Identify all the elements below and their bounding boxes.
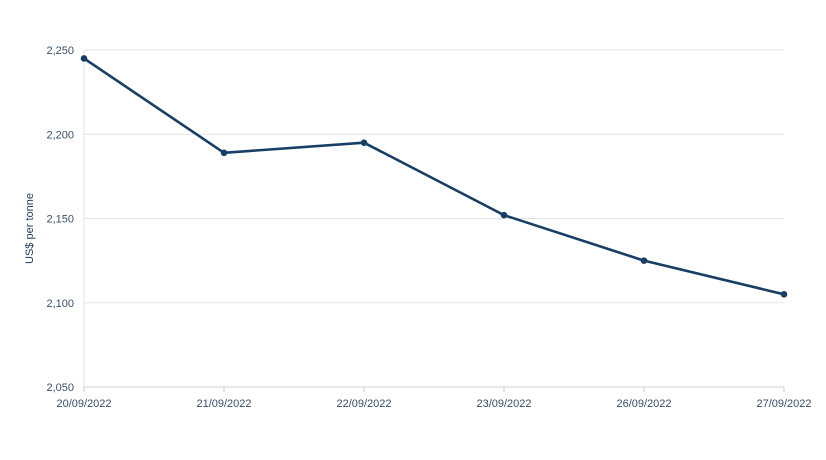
series-group — [80, 55, 788, 298]
y-tick-label: 2,100 — [46, 298, 74, 310]
x-tick-label: 23/09/2022 — [476, 398, 531, 410]
x-tick-labels: 20/09/2022 21/09/2022 22/09/2022 23/09/2022… — [56, 387, 812, 410]
data-point[interactable] — [360, 139, 368, 146]
data-point[interactable] — [80, 55, 88, 62]
data-point[interactable] — [780, 291, 788, 298]
data-point[interactable] — [640, 257, 648, 264]
series-line — [82, 57, 786, 296]
y-tick-label: 2,200 — [46, 129, 74, 141]
x-tick-label: 22/09/2022 — [336, 398, 391, 410]
x-tick-label: 26/09/2022 — [616, 398, 671, 410]
y-tick-label: 2,150 — [46, 214, 74, 226]
y-axis-label: US$ per tonne — [24, 193, 36, 264]
data-point[interactable] — [220, 149, 228, 157]
data-point[interactable] — [500, 211, 508, 219]
x-tick-label: 20/09/2022 — [56, 398, 111, 410]
x-tick-label: 21/09/2022 — [196, 398, 251, 410]
x-tick-label: 27/09/2022 — [756, 398, 811, 410]
grid-lines — [84, 49, 784, 304]
y-tick-label: 2,050 — [46, 382, 74, 394]
y-tick-labels: 2,050 2,100 2,150 2,200 2,250 — [46, 45, 74, 394]
y-tick-label: 2,250 — [46, 45, 74, 57]
